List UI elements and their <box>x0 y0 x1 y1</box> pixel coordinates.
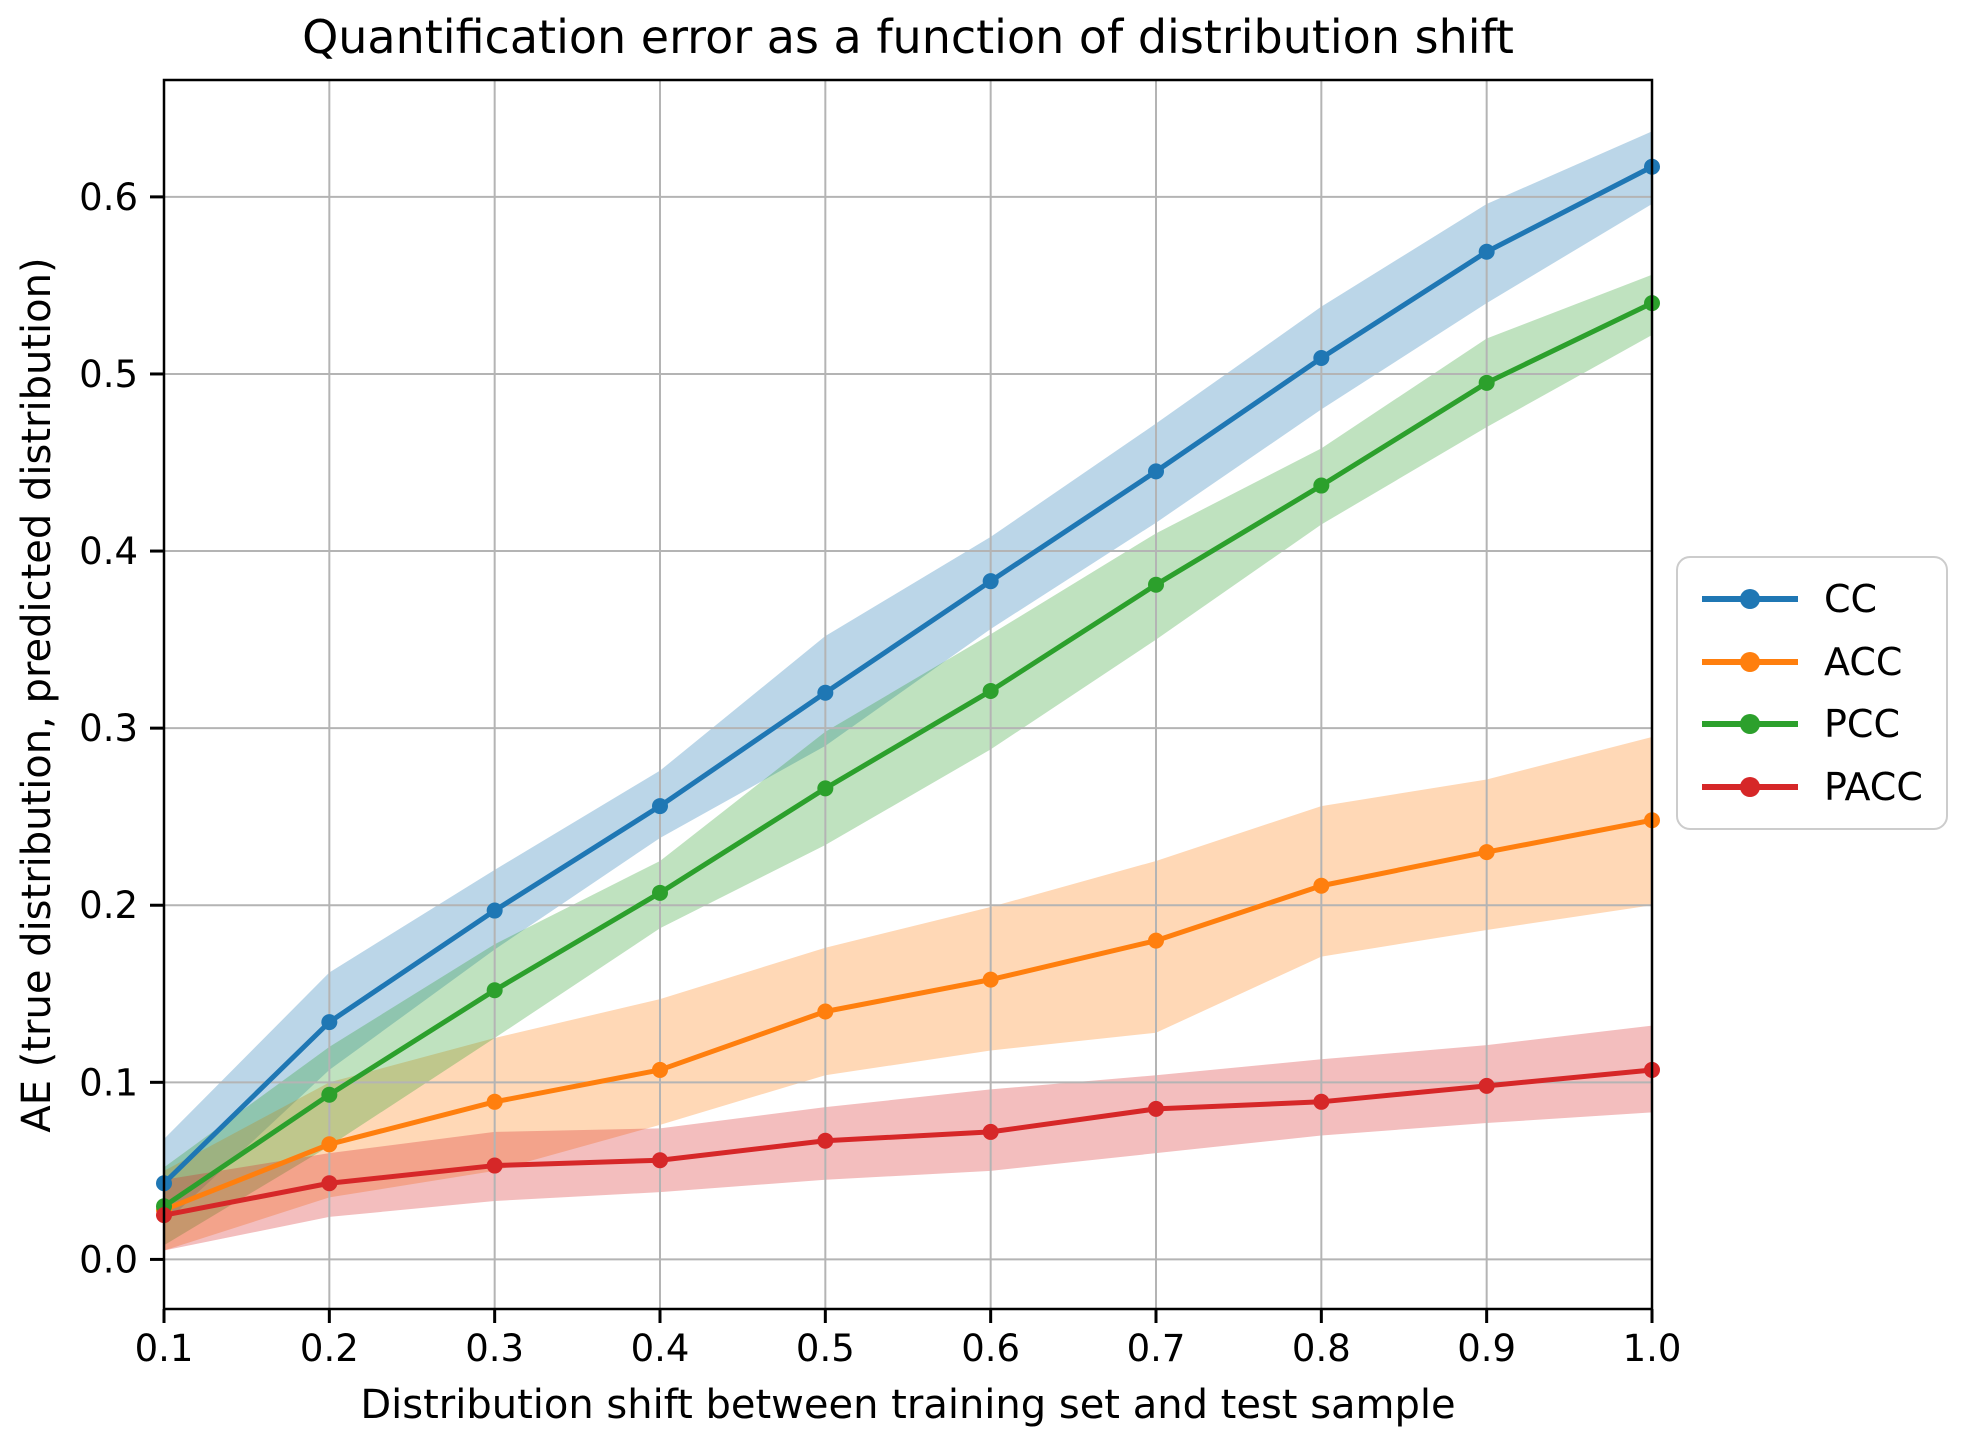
marker-pcc <box>982 682 999 699</box>
x-tick-label: 1.0 <box>1623 1327 1682 1370</box>
marker-cc <box>486 902 503 919</box>
marker-cc <box>652 798 668 815</box>
legend-label-pacc: PACC <box>1824 764 1923 809</box>
marker-acc <box>321 1136 338 1153</box>
marker-pacc <box>1478 1077 1495 1094</box>
marker-pacc <box>652 1152 668 1169</box>
y-axis-label-text: AE (true distribution, predicted distrib… <box>14 257 60 1133</box>
legend-item-acc: ACC <box>1678 634 1946 690</box>
marker-pacc <box>486 1157 503 1174</box>
legend-label-acc: ACC <box>1824 639 1903 684</box>
plot-border <box>162 78 1654 1311</box>
marker-pacc <box>321 1175 338 1192</box>
pcc-line-swatch <box>1702 714 1798 735</box>
pcc-marker-dot <box>1740 714 1760 735</box>
band-cc <box>164 131 1652 1224</box>
x-tick-label: 0.3 <box>465 1327 524 1370</box>
marker-acc <box>982 971 999 988</box>
y-tick-label: 0.6 <box>79 176 138 219</box>
marker-acc <box>1478 844 1495 861</box>
marker-acc <box>652 1061 668 1078</box>
marker-cc <box>1148 463 1164 480</box>
cc-marker-dot <box>1740 589 1760 610</box>
x-tick-label: 0.8 <box>1292 1327 1351 1370</box>
x-tick-label: 0.5 <box>796 1327 855 1370</box>
marker-pacc <box>817 1132 834 1149</box>
x-axis-label: Distribution shift between training set … <box>360 1382 1456 1428</box>
legend-label-pcc: PCC <box>1824 702 1900 747</box>
line-acc <box>163 817 1653 1213</box>
line-pcc <box>162 300 1654 1209</box>
marker-cc <box>1313 350 1330 367</box>
x-tick-label: 0.6 <box>961 1327 1020 1370</box>
pacc-marker-dot <box>1740 776 1760 797</box>
acc-marker-dot <box>1740 651 1760 672</box>
marker-pcc <box>1313 477 1330 494</box>
marker-pcc <box>652 884 668 901</box>
marker-cc <box>817 684 834 701</box>
y-tick-label: 0.0 <box>79 1238 138 1281</box>
marker-acc <box>1313 877 1330 894</box>
legend-item-pcc: PCC <box>1678 696 1946 752</box>
marker-pcc <box>1478 374 1495 391</box>
x-tick-label: 0.4 <box>631 1327 690 1370</box>
y-tick-label: 0.3 <box>79 707 138 750</box>
cc-line-swatch <box>1702 589 1798 610</box>
marker-pcc <box>321 1086 338 1103</box>
legend-label-cc: CC <box>1824 577 1878 622</box>
marker-acc <box>486 1093 503 1110</box>
line-cc <box>162 164 1654 1186</box>
y-tick-label: 0.2 <box>79 884 138 927</box>
legend-item-pacc: PACC <box>1678 759 1946 815</box>
x-tick-label: 0.2 <box>300 1327 359 1370</box>
y-tick-label: 0.4 <box>79 530 138 573</box>
legend: CC ACC PCC PACC <box>1676 556 1948 830</box>
x-tick-label: 0.7 <box>1127 1327 1186 1370</box>
y-tick-label: 0.5 <box>79 353 138 396</box>
marker-pcc <box>817 780 834 797</box>
marker-cc <box>1478 243 1495 260</box>
line-pacc <box>163 1067 1653 1218</box>
legend-item-cc: CC <box>1678 571 1946 627</box>
marker-pacc <box>982 1123 999 1140</box>
marker-acc <box>817 1003 834 1020</box>
marker-pcc <box>1148 576 1164 593</box>
marker-acc <box>1148 932 1164 949</box>
x-tick-label: 0.1 <box>135 1327 194 1370</box>
y-tick-label: 0.1 <box>79 1061 138 1104</box>
marker-cc <box>321 1014 338 1031</box>
chart-title: Quantification error as a function of di… <box>302 10 1514 64</box>
marker-pcc <box>486 982 503 999</box>
marker-pacc <box>1148 1100 1164 1117</box>
pacc-line-swatch <box>1702 776 1798 797</box>
marker-cc <box>982 573 999 590</box>
band-pcc <box>164 274 1652 1246</box>
marker-pacc <box>1313 1093 1330 1110</box>
acc-line-swatch <box>1702 651 1798 672</box>
x-tick-label: 0.9 <box>1457 1327 1516 1370</box>
